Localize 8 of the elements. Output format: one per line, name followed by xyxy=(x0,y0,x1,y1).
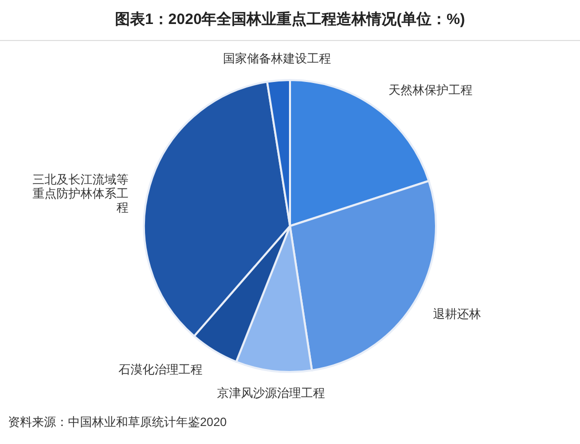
slice-label: 天然林保护工程 xyxy=(388,83,473,98)
chart-title: 图表1：2020年全国林业重点工程造林情况(单位：%) xyxy=(0,0,580,41)
slice-label: 国家储备林建设工程 xyxy=(222,52,331,66)
slice-label: 三北及长江流域等重点防护林体系工程 xyxy=(32,172,129,215)
slice-label: 石漠化治理工程 xyxy=(118,362,203,377)
text: 资料来源：中国林业和草原统计年鉴2020 xyxy=(8,414,227,431)
slice-label: 京津风沙源治理工程 xyxy=(217,386,326,400)
slice-label: 退耕还林 xyxy=(432,307,481,322)
